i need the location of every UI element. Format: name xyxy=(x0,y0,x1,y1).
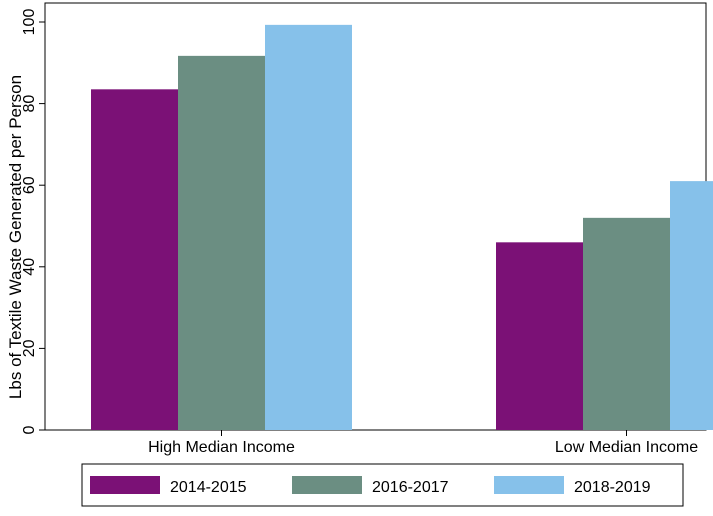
y-tick-label: 80 xyxy=(21,95,38,113)
legend-swatch xyxy=(292,476,362,494)
y-tick-label: 100 xyxy=(21,9,38,36)
bar xyxy=(670,181,713,430)
y-tick-label: 40 xyxy=(21,258,38,276)
plot-area: 0 20 40 60 80 100 High Median Income Low Median… xyxy=(21,2,713,456)
legend: 2014-2015 2016-2017 2018-2019 xyxy=(81,463,684,507)
bar xyxy=(583,217,670,430)
legend-label: 2018-2019 xyxy=(574,479,651,496)
x-tick-label: Low Median Income xyxy=(555,439,698,456)
y-tick-label: 20 xyxy=(21,339,38,357)
y-tick-label: 60 xyxy=(21,176,38,194)
bar xyxy=(178,55,265,430)
y-tick-label: 0 xyxy=(21,425,38,434)
y-axis-label: Lbs of Textile Waste Generated per Perso… xyxy=(6,75,25,399)
bar xyxy=(496,242,583,430)
bar xyxy=(265,24,352,431)
legend-swatch xyxy=(90,476,160,494)
legend-swatch xyxy=(494,476,564,494)
legend-label: 2014-2015 xyxy=(170,479,247,496)
legend-box xyxy=(81,463,684,507)
bar xyxy=(91,89,178,430)
x-tick-label: High Median Income xyxy=(148,439,295,456)
legend-label: 2016-2017 xyxy=(372,479,449,496)
